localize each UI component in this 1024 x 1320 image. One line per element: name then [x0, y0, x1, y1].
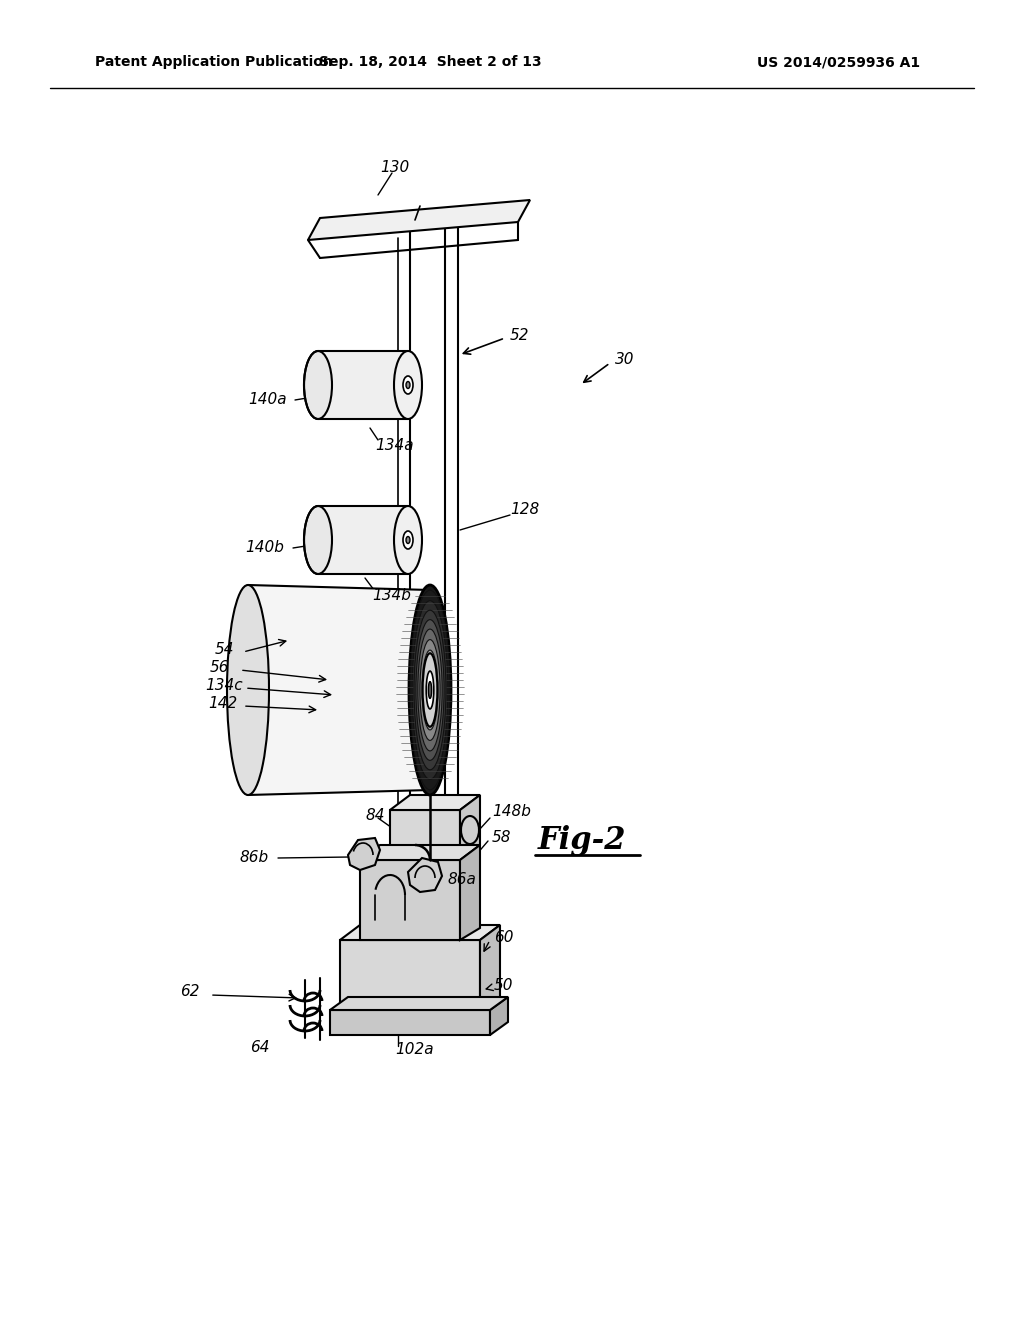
Polygon shape	[360, 845, 480, 861]
Polygon shape	[340, 940, 480, 1010]
Ellipse shape	[418, 630, 442, 751]
Text: 148b: 148b	[492, 804, 530, 820]
Ellipse shape	[416, 619, 444, 760]
Text: 62: 62	[180, 985, 200, 999]
Polygon shape	[460, 795, 480, 861]
Text: 86a: 86a	[449, 873, 477, 887]
Ellipse shape	[409, 585, 451, 795]
Ellipse shape	[394, 351, 422, 418]
Polygon shape	[490, 997, 508, 1035]
Ellipse shape	[227, 585, 269, 795]
Ellipse shape	[403, 376, 413, 393]
Ellipse shape	[461, 816, 479, 843]
Text: Fig-2: Fig-2	[538, 825, 627, 855]
Ellipse shape	[426, 671, 434, 709]
Polygon shape	[348, 838, 380, 870]
Text: 54: 54	[215, 643, 234, 657]
Text: 84: 84	[365, 808, 384, 822]
Polygon shape	[390, 810, 460, 861]
Polygon shape	[360, 861, 460, 940]
Ellipse shape	[412, 601, 447, 779]
Text: 30: 30	[615, 352, 635, 367]
Text: 134a: 134a	[375, 437, 414, 453]
Polygon shape	[318, 506, 408, 574]
Text: 52: 52	[510, 327, 529, 342]
Ellipse shape	[304, 506, 332, 574]
Text: 140b: 140b	[245, 540, 284, 556]
Text: 128: 128	[510, 503, 540, 517]
Text: Sep. 18, 2014  Sheet 2 of 13: Sep. 18, 2014 Sheet 2 of 13	[318, 55, 542, 69]
Ellipse shape	[423, 653, 437, 727]
Text: 58: 58	[492, 830, 512, 846]
Polygon shape	[390, 795, 480, 810]
Text: US 2014/0259936 A1: US 2014/0259936 A1	[757, 55, 920, 69]
Polygon shape	[330, 1010, 490, 1035]
Text: 60: 60	[494, 931, 513, 945]
Text: 86b: 86b	[240, 850, 269, 866]
Ellipse shape	[428, 681, 432, 698]
Ellipse shape	[394, 506, 422, 574]
Ellipse shape	[403, 531, 413, 549]
Text: 134c: 134c	[205, 678, 243, 693]
Polygon shape	[248, 585, 430, 795]
Text: Patent Application Publication: Patent Application Publication	[95, 55, 333, 69]
Ellipse shape	[422, 651, 438, 730]
Polygon shape	[460, 845, 480, 940]
Polygon shape	[308, 201, 530, 240]
Text: 102a: 102a	[395, 1043, 433, 1057]
Ellipse shape	[420, 640, 440, 741]
Polygon shape	[480, 925, 500, 1010]
Polygon shape	[318, 351, 408, 418]
Ellipse shape	[406, 381, 410, 388]
Text: 134b: 134b	[372, 589, 411, 603]
Text: 64: 64	[250, 1040, 269, 1056]
Ellipse shape	[424, 660, 436, 719]
Polygon shape	[330, 997, 508, 1010]
Ellipse shape	[410, 590, 450, 789]
Polygon shape	[408, 858, 442, 892]
Ellipse shape	[414, 610, 446, 770]
Ellipse shape	[406, 536, 410, 544]
Text: 130: 130	[380, 161, 410, 176]
Text: 142: 142	[208, 697, 238, 711]
Ellipse shape	[304, 351, 332, 418]
Polygon shape	[340, 925, 500, 940]
Text: 50: 50	[494, 978, 513, 993]
Text: 56: 56	[210, 660, 229, 676]
Text: 140a: 140a	[248, 392, 287, 408]
Ellipse shape	[426, 671, 434, 709]
